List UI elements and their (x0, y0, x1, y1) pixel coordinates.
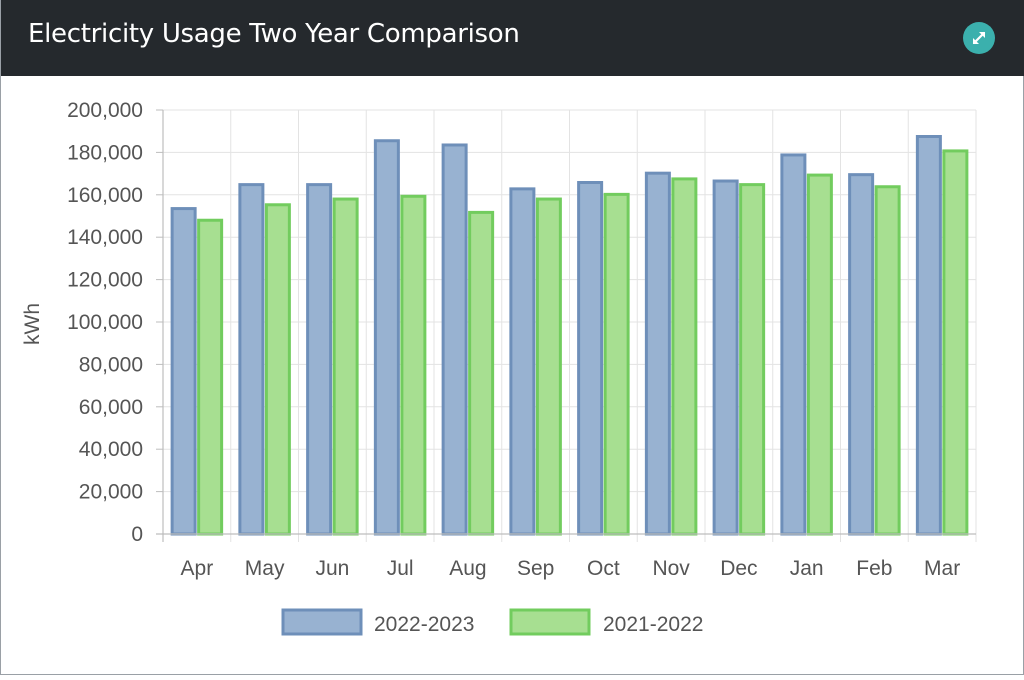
x-tick-label: Jul (387, 557, 414, 580)
y-tick-label: 20,000 (79, 481, 143, 504)
bar-2022-2023-mar[interactable] (915, 135, 942, 536)
y-tick-labels: 0 20,000 40,000 60,000 80,000 100,000 120,000 1… (67, 99, 143, 546)
x-tick-label: Dec (720, 557, 757, 580)
legend-swatch (509, 608, 591, 636)
bar-2021-2022-feb[interactable] (874, 185, 901, 536)
bar-2022-2023-apr[interactable] (170, 207, 197, 536)
y-tick-label: 40,000 (79, 438, 143, 461)
legend-label: 2022-2023 (374, 613, 474, 636)
y-tick-label: 140,000 (67, 226, 143, 249)
y-tick-label: 0 (131, 523, 143, 546)
y-axis-label: kWh (21, 303, 44, 345)
bar-2022-2023-feb[interactable] (848, 173, 875, 536)
bar-2021-2022-mar[interactable] (942, 149, 969, 536)
y-tick-label: 180,000 (67, 141, 143, 164)
x-tick-label: Jan (790, 557, 824, 580)
bar-2022-2023-nov[interactable] (644, 171, 671, 536)
y-tick-label: 120,000 (67, 269, 143, 292)
bar-2022-2023-dec[interactable] (712, 179, 739, 536)
y-tick-label: 100,000 (67, 311, 143, 334)
x-tick-label: Nov (652, 557, 690, 580)
bar-2022-2023-jun[interactable] (306, 183, 333, 536)
bar-2021-2022-may[interactable] (264, 203, 291, 536)
y-tick-label: 160,000 (67, 184, 143, 207)
legend-item-2021-2022[interactable]: 2021-2022 (509, 608, 703, 636)
bar-2021-2022-jan[interactable] (806, 173, 833, 536)
axes (156, 109, 976, 542)
y-tick-label: 80,000 (79, 353, 143, 376)
x-tick-labels: Apr May Jun Jul Aug Sep Oct Nov Dec Jan Feb Mar (181, 557, 961, 580)
bar-2022-2023-jan[interactable] (780, 153, 807, 536)
x-tick-label: May (245, 557, 285, 580)
bar-2022-2023-oct[interactable] (577, 181, 604, 536)
bar-2021-2022-jun[interactable] (332, 197, 359, 536)
y-tick-label: 60,000 (79, 396, 143, 419)
bar-2022-2023-sep[interactable] (509, 187, 536, 536)
bar-2021-2022-aug[interactable] (468, 210, 495, 536)
x-tick-label: Apr (181, 557, 214, 580)
legend-swatch (281, 608, 363, 636)
widget-header: Electricity Usage Two Year Comparison (1, 0, 1024, 76)
x-tick-label: Feb (856, 557, 892, 580)
x-tick-label: Sep (517, 557, 554, 580)
widget-title: Electricity Usage Two Year Comparison (28, 19, 520, 49)
y-tick-label: 200,000 (67, 99, 143, 122)
bar-chart: 0 20,000 40,000 60,000 80,000 100,000 120,000 1… (21, 99, 977, 636)
bar-2022-2023-may[interactable] (238, 183, 265, 536)
bar-2022-2023-aug[interactable] (441, 143, 468, 536)
bar-2021-2022-nov[interactable] (671, 177, 698, 536)
x-tick-label: Aug (449, 557, 486, 580)
legend-item-2022-2023[interactable]: 2022-2023 (281, 608, 474, 636)
bar-2021-2022-dec[interactable] (739, 183, 766, 536)
x-tick-label: Mar (924, 557, 960, 580)
grid-lines (163, 109, 977, 542)
bars (170, 135, 969, 536)
legend: 2022-2023 2021-2022 (281, 608, 703, 636)
bar-2021-2022-jul[interactable] (400, 194, 427, 536)
bar-2021-2022-oct[interactable] (603, 192, 630, 536)
bar-2021-2022-sep[interactable] (535, 197, 562, 536)
expand-arrows-icon (972, 31, 986, 45)
x-tick-label: Jun (315, 557, 349, 580)
bar-2022-2023-jul[interactable] (373, 139, 400, 536)
legend-label: 2021-2022 (603, 613, 703, 636)
x-tick-label: Oct (587, 557, 620, 580)
expand-button[interactable] (963, 22, 995, 54)
bar-2021-2022-apr[interactable] (197, 218, 224, 536)
